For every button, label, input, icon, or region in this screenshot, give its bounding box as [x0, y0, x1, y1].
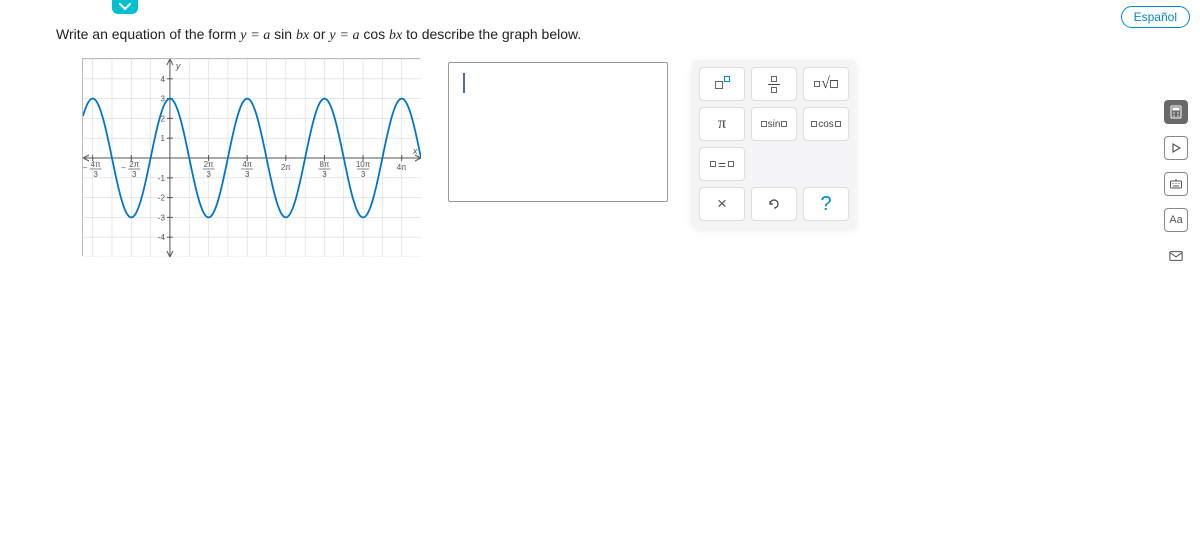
clear-button[interactable]: × — [699, 187, 745, 221]
svg-text:4π: 4π — [397, 163, 407, 172]
eq1-bx: bx — [296, 28, 309, 43]
svg-text:3: 3 — [322, 170, 327, 179]
svg-text:-3: -3 — [158, 213, 166, 222]
svg-text:3: 3 — [132, 170, 137, 179]
svg-text:-1: -1 — [158, 174, 166, 183]
equals-label: = — [718, 157, 726, 172]
question-prefix: Write an equation of the form — [56, 26, 240, 42]
svg-text:3: 3 — [361, 170, 366, 179]
question-or: or — [313, 26, 329, 42]
svg-text:3: 3 — [93, 170, 98, 179]
eq2-lhs: y — [329, 28, 335, 43]
fraction-button[interactable] — [751, 67, 797, 101]
cos-button[interactable]: cos — [803, 107, 849, 141]
mail-icon — [1169, 249, 1183, 263]
undo-button[interactable] — [751, 187, 797, 221]
svg-text:–: – — [121, 163, 126, 172]
eq1-lhs: y — [240, 28, 246, 43]
eq2-bx: bx — [389, 28, 402, 43]
svg-text:4π: 4π — [242, 160, 252, 169]
question-prompt: Write an equation of the form y = a sin … — [56, 26, 581, 44]
eq2-a: a — [352, 28, 359, 43]
svg-text:-4: -4 — [158, 233, 166, 242]
palette-row-actions: × ? — [699, 187, 849, 221]
svg-text:-2: -2 — [158, 194, 166, 203]
svg-text:4π: 4π — [91, 160, 101, 169]
question-suffix: to describe the graph below. — [406, 26, 581, 42]
svg-text:2π: 2π — [204, 160, 214, 169]
answer-input[interactable] — [448, 62, 668, 202]
svg-text:3: 3 — [245, 170, 250, 179]
mail-tool[interactable] — [1164, 244, 1188, 268]
svg-text:2π: 2π — [281, 163, 291, 172]
eq1-trig: sin — [274, 26, 292, 42]
sin-label: sin — [768, 119, 781, 130]
graph-plot: yx-4-3-2-11234–4π3–2π32π34π32π8π310π34π — [82, 58, 420, 256]
chevron-down-icon — [118, 1, 132, 11]
palette-row-3: = — [699, 147, 849, 181]
svg-text:y: y — [175, 61, 181, 71]
keyboard-tool[interactable] — [1164, 172, 1188, 196]
sqrt-button[interactable]: √ — [803, 67, 849, 101]
sin-button[interactable]: sin — [751, 107, 797, 141]
svg-text:8π: 8π — [319, 160, 329, 169]
font-size-tool[interactable]: Aa — [1164, 208, 1188, 232]
eq2-trig: cos — [363, 26, 385, 42]
undo-icon — [766, 196, 782, 212]
svg-text:10π: 10π — [356, 160, 371, 169]
exponent-button[interactable] — [699, 67, 745, 101]
pi-button[interactable]: π — [699, 107, 745, 141]
eq1-a: a — [263, 28, 270, 43]
svg-text:x: x — [412, 146, 418, 156]
cos-label: cos — [818, 119, 834, 130]
palette-row-1: √ — [699, 67, 849, 101]
eq-sign-2: = — [340, 28, 353, 43]
svg-text:1: 1 — [160, 134, 165, 143]
eq-sign: = — [250, 28, 263, 43]
svg-text:–: – — [83, 163, 88, 172]
side-toolbar: Aa — [1164, 100, 1188, 268]
language-button[interactable]: Español — [1121, 6, 1190, 28]
symbol-palette: √ π sin cos = × ? — [692, 60, 856, 228]
play-tool[interactable] — [1164, 136, 1188, 160]
section-collapse-toggle[interactable] — [112, 0, 138, 14]
palette-spacer — [751, 147, 849, 181]
help-button[interactable]: ? — [803, 187, 849, 221]
equals-button[interactable]: = — [699, 147, 745, 181]
calculator-tool[interactable] — [1164, 100, 1188, 124]
keyboard-icon — [1169, 177, 1183, 191]
input-cursor — [463, 73, 465, 93]
svg-text:4: 4 — [160, 75, 165, 84]
calculator-icon — [1169, 105, 1183, 119]
svg-text:2π: 2π — [129, 160, 139, 169]
graph-svg: yx-4-3-2-11234–4π3–2π32π34π32π8π310π34π — [83, 59, 421, 257]
play-icon — [1169, 141, 1183, 155]
svg-text:3: 3 — [206, 170, 211, 179]
palette-row-2: π sin cos — [699, 107, 849, 141]
